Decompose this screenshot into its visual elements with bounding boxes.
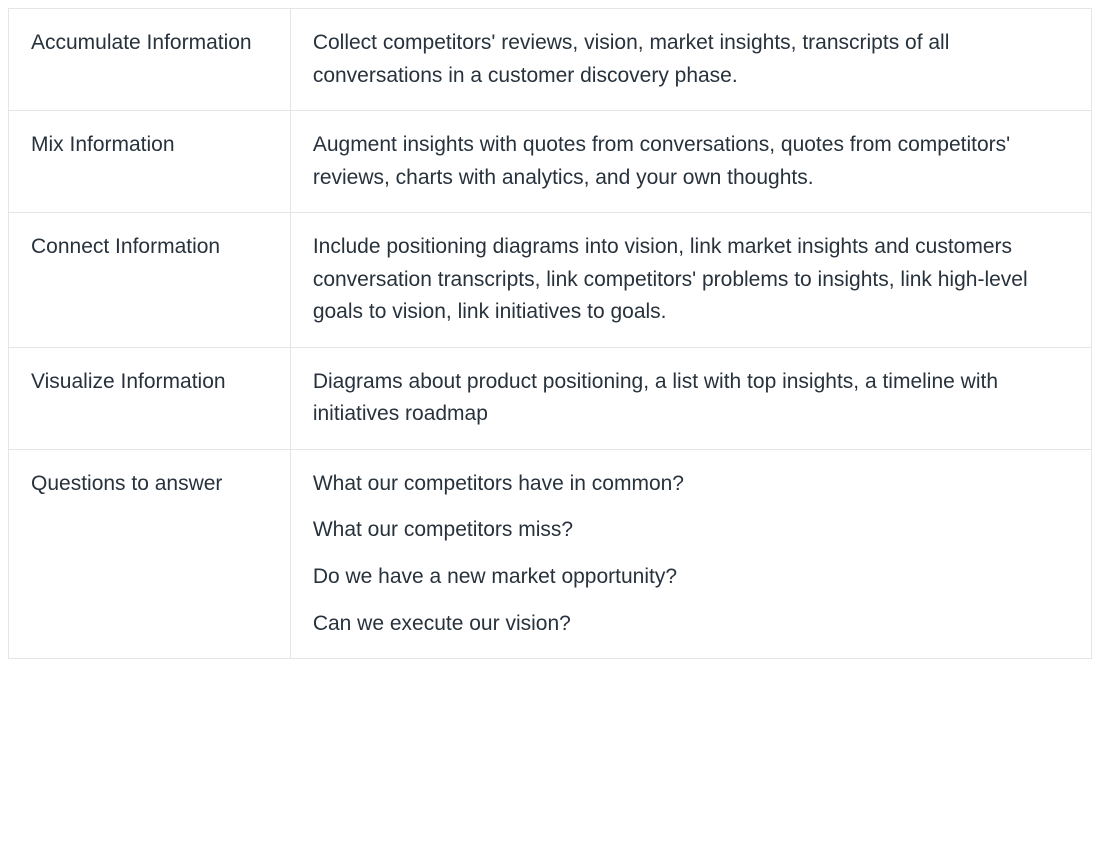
row-content-accumulate: Collect competitors' reviews, vision, ma… xyxy=(290,9,1091,111)
question-item: What our competitors have in common? xyxy=(313,468,1069,501)
question-item: Do we have a new market opportunity? xyxy=(313,561,1069,594)
row-label-questions: Questions to answer xyxy=(9,449,291,658)
table-row: Connect Information Include positioning … xyxy=(9,213,1092,348)
question-item: Can we execute our vision? xyxy=(313,608,1069,641)
row-content-visualize: Diagrams about product positioning, a li… xyxy=(290,347,1091,449)
information-framework-table: Accumulate Information Collect competito… xyxy=(8,8,1092,659)
row-content-connect: Include positioning diagrams into vision… xyxy=(290,213,1091,348)
question-item: What our competitors miss? xyxy=(313,514,1069,547)
table-row: Mix Information Augment insights with qu… xyxy=(9,111,1092,213)
row-content-questions: What our competitors have in common? Wha… xyxy=(290,449,1091,658)
row-label-accumulate: Accumulate Information xyxy=(9,9,291,111)
row-label-visualize: Visualize Information xyxy=(9,347,291,449)
row-content-mix: Augment insights with quotes from conver… xyxy=(290,111,1091,213)
table-row: Visualize Information Diagrams about pro… xyxy=(9,347,1092,449)
table-row: Questions to answer What our competitors… xyxy=(9,449,1092,658)
row-label-connect: Connect Information xyxy=(9,213,291,348)
table-row: Accumulate Information Collect competito… xyxy=(9,9,1092,111)
row-label-mix: Mix Information xyxy=(9,111,291,213)
